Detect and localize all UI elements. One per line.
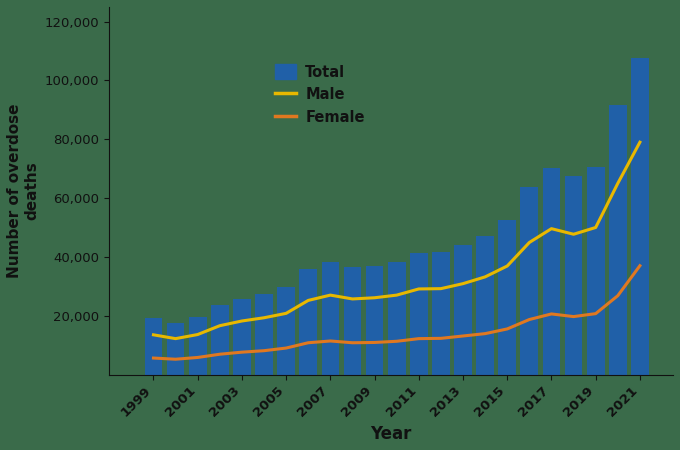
Bar: [587, 167, 605, 374]
Bar: [277, 287, 295, 374]
Y-axis label: Number of overdose
deaths: Number of overdose deaths: [7, 104, 39, 278]
Bar: [564, 176, 582, 374]
Bar: [211, 306, 228, 374]
Bar: [299, 269, 317, 374]
Bar: [167, 323, 184, 374]
Bar: [388, 262, 405, 374]
Bar: [255, 294, 273, 374]
Legend: Total, Male, Female: Total, Male, Female: [269, 58, 371, 131]
Bar: [322, 262, 339, 374]
X-axis label: Year: Year: [371, 425, 412, 443]
Bar: [432, 252, 449, 374]
Bar: [454, 245, 472, 374]
Bar: [410, 253, 428, 374]
Bar: [366, 266, 384, 374]
Bar: [498, 220, 516, 374]
Bar: [520, 187, 538, 374]
Bar: [609, 104, 627, 374]
Bar: [476, 236, 494, 374]
Bar: [233, 299, 251, 374]
Bar: [543, 168, 560, 374]
Bar: [189, 318, 207, 374]
Bar: [631, 58, 649, 374]
Bar: [145, 318, 163, 374]
Bar: [343, 267, 361, 374]
